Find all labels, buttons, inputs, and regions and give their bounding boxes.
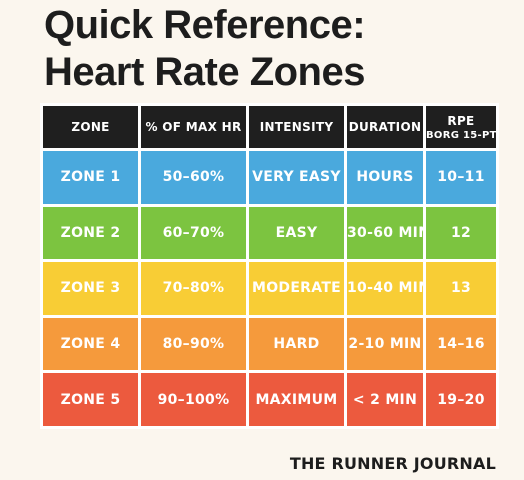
rpe-cell: 13 xyxy=(423,259,499,318)
title-line-1: Quick Reference: xyxy=(44,3,366,47)
max-hr-cell: 50–60% xyxy=(138,148,249,207)
intensity-cell: EASY xyxy=(246,203,347,263)
max-hr-cell: 70–80% xyxy=(138,259,249,318)
table-row: ZONE 4 80–90% HARD 2-10 MIN 14–16 xyxy=(40,314,499,374)
rpe-cell: 19–20 xyxy=(423,370,499,429)
header-duration: DURATION xyxy=(344,103,426,151)
intensity-cell: VERY EASY xyxy=(246,148,347,207)
header-rpe-sublabel: BORG 15-PT xyxy=(426,129,497,141)
title-line-2: Heart Rate Zones xyxy=(44,50,365,94)
table-row: ZONE 3 70–80% MODERATE 10-40 MIN 13 xyxy=(40,259,499,318)
header-row: ZONE % OF MAX HR INTENSITY DURATION RPE … xyxy=(40,103,499,151)
header-rpe-label: RPE xyxy=(447,113,475,128)
table-row: ZONE 1 50–60% VERY EASY HOURS 10–11 xyxy=(40,148,499,207)
intensity-cell: MODERATE xyxy=(246,259,347,318)
zone-cell: ZONE 5 xyxy=(40,370,141,429)
intensity-cell: MAXIMUM xyxy=(246,370,347,429)
zone-cell: ZONE 4 xyxy=(40,314,141,374)
header-intensity: INTENSITY xyxy=(246,103,347,151)
duration-cell: < 2 MIN xyxy=(344,370,426,429)
intensity-cell: HARD xyxy=(246,314,347,374)
rpe-cell: 10–11 xyxy=(423,148,499,207)
rpe-cell: 14–16 xyxy=(423,314,499,374)
max-hr-cell: 80–90% xyxy=(138,314,249,374)
max-hr-cell: 60–70% xyxy=(138,203,249,263)
duration-cell: HOURS xyxy=(344,148,426,207)
table-row: ZONE 5 90–100% MAXIMUM < 2 MIN 19–20 xyxy=(40,370,499,429)
zone-cell: ZONE 2 xyxy=(40,203,141,263)
zone-cell: ZONE 1 xyxy=(40,148,141,207)
duration-cell: 10-40 MIN xyxy=(344,259,426,318)
header-rpe: RPE BORG 15-PT xyxy=(423,103,499,151)
header-zone: ZONE xyxy=(40,103,141,151)
duration-cell: 2-10 MIN xyxy=(344,314,426,374)
max-hr-cell: 90–100% xyxy=(138,370,249,429)
zone-cell: ZONE 3 xyxy=(40,259,141,318)
rpe-cell: 12 xyxy=(423,203,499,263)
duration-cell: 30-60 MIN xyxy=(344,203,426,263)
header-max-hr: % OF MAX HR xyxy=(138,103,249,151)
page-title: Quick Reference: Heart Rate Zones xyxy=(44,2,366,96)
table-row: ZONE 2 60–70% EASY 30-60 MIN 12 xyxy=(40,203,499,263)
heart-rate-zones-table: ZONE % OF MAX HR INTENSITY DURATION RPE … xyxy=(40,103,499,429)
publication-name: THE RUNNER JOURNAL xyxy=(289,454,496,473)
